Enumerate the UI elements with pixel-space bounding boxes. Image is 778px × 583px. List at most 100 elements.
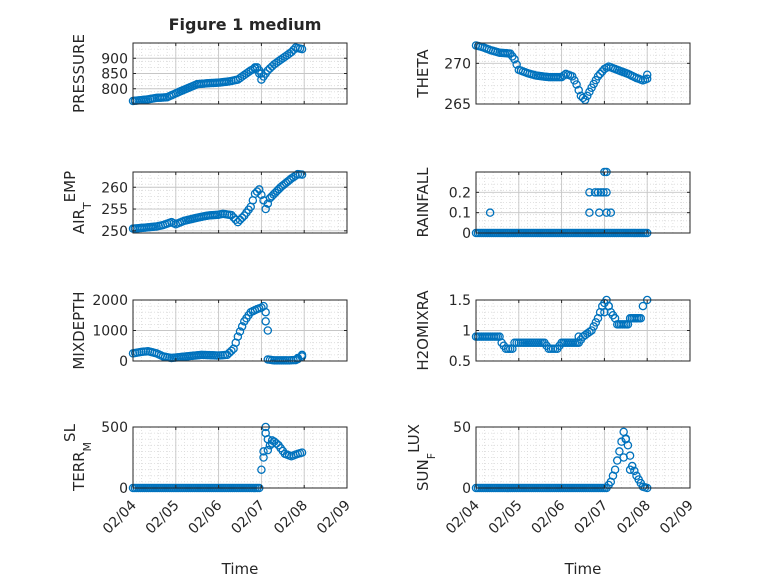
y-tick-label: 800 [101,82,128,98]
data-point [600,307,609,317]
data-point [587,326,596,335]
data-point [259,447,268,456]
data-point [583,91,592,101]
data-series [128,301,307,365]
data-point [615,447,624,456]
x-tick-label: 02/09 [657,498,697,538]
data-point [261,204,270,214]
plot-area [133,427,347,488]
data-point [259,453,268,462]
data-point [630,466,639,476]
x-tick-label: 02/08 [614,498,654,538]
y-tick-label: 250 [101,224,128,240]
axes-box [475,171,691,234]
data-series [128,43,307,106]
y-tick-label: 0.5 [449,354,471,370]
subplot-h2omixra: 0.5 1 1.5 H2OMIXRA [414,290,691,371]
axes-box [475,426,691,489]
subplot-theta: 265 270 THETA [414,41,691,113]
x-tick-label: 02/07 [228,498,268,538]
data-point [244,67,253,77]
data-point [255,185,264,194]
data-point [233,332,243,341]
data-point [235,327,245,336]
data-point [596,188,606,197]
data-point [250,63,260,72]
data-point [237,322,247,331]
x-axis-label: Time [564,560,602,578]
data-point [297,170,307,179]
y-tick-label: 500 [101,420,128,436]
data-point [568,72,577,81]
data-point [235,215,245,225]
data-point [267,436,277,445]
y-tick-label: 255 [101,202,128,218]
x-tick-label: 02/07 [571,498,611,538]
data-point [257,75,266,84]
y-axis-label-1: THETA [414,49,432,99]
data-point [602,188,611,197]
y-tick-label: 1 [462,324,471,340]
data-point [257,303,266,312]
y-tick-label: 0 [119,481,128,497]
data-point [559,71,568,80]
data-point [621,434,631,444]
x-tick-label: 02/04 [443,497,483,537]
y-tick-label: 0.2 [449,185,471,201]
x-tick-label: 02/06 [529,497,569,537]
data-point [610,465,620,474]
x-tick-label: 02/05 [143,498,183,538]
data-point [593,188,603,197]
axes-box [475,42,691,105]
y-tick-label: 0 [119,354,128,370]
data-point [578,93,588,103]
data-point [602,208,611,217]
y-tick-label: 1000 [92,324,128,340]
x-tick-label: 02/09 [314,498,354,538]
data-point [589,322,598,331]
data-point [510,55,519,64]
y-axis-label-5: H2OMIXRA [414,290,432,371]
data-point [606,208,616,217]
figure-title: Figure 1 medium [169,15,322,34]
data-point [287,174,296,183]
x-tick-label: 02/06 [186,497,226,537]
data-series [128,169,307,233]
data-point [512,60,521,69]
data-point [570,76,579,85]
y-axis-label-3: RAINFALL [414,167,432,238]
y-tick-label: 50 [453,420,471,436]
data-point [263,199,273,208]
subplot-rainfall: 0 0.1 0.2 RAINFALL [414,167,691,242]
data-point [585,188,594,197]
y-tick-label: 270 [444,56,471,72]
data-point [574,332,583,341]
y-tick-label: 900 [101,51,128,67]
y-tick-label: 850 [101,67,128,83]
data-point [625,465,635,474]
grid [132,172,348,233]
data-point [485,208,495,217]
subplot-terr-msl: 0 500 02/04 02/05 02/06 02/07 02/08 02/09 Time TE… [61,420,354,578]
data-series [471,41,652,105]
y-tick-label: 0 [462,481,471,497]
x-axis-label: Time [221,560,259,578]
data-point [590,188,600,197]
y-tick-label: 260 [101,180,128,196]
x-tick-label: 02/05 [486,498,526,538]
y-tick-label: 2000 [92,293,128,309]
data-point [595,69,605,79]
data-point [257,465,266,474]
data-point [642,74,652,84]
data-point [261,317,270,326]
data-point [574,85,583,95]
y-tick-label: 0.1 [449,206,471,222]
data-point [293,353,303,363]
y-axis-label-0: PRESSURE [70,34,88,113]
y-tick-label: 0 [462,226,471,242]
y-axis-label-2: AIRTEMP [61,171,94,234]
subplot-air-temp: 250 255 260 AIRTEMP [61,169,348,240]
